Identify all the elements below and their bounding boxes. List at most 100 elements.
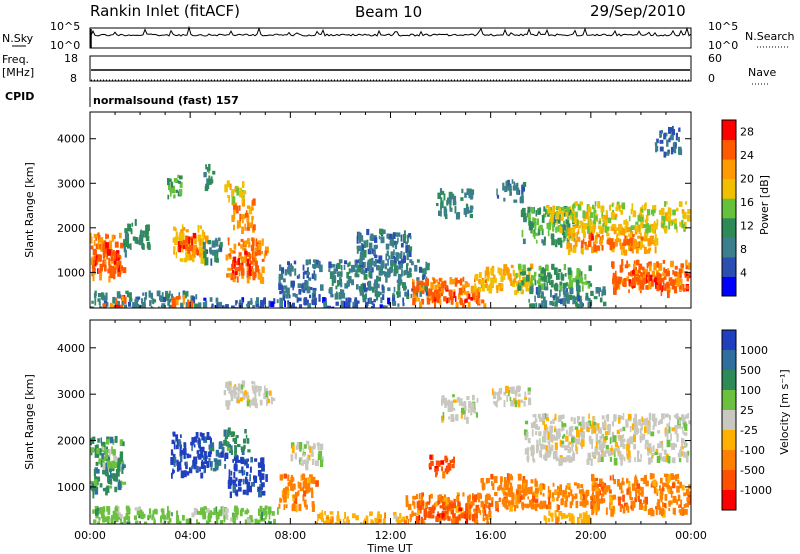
heatmap-cell: [307, 267, 309, 271]
heatmap-cell: [126, 292, 131, 298]
heatmap-cell: [582, 210, 586, 219]
heatmap-cell: [117, 506, 120, 514]
heatmap-cell: [396, 279, 399, 283]
heatmap-cell: [670, 473, 674, 480]
heatmap-cell: [543, 413, 547, 419]
heatmap-cell: [659, 419, 663, 424]
heatmap-cell: [547, 486, 550, 493]
heatmap-cell: [606, 215, 609, 220]
heatmap-cell: [401, 269, 403, 277]
heatmap-cell: [180, 434, 182, 438]
heatmap-cell: [192, 254, 195, 263]
heatmap-cell: [230, 470, 233, 476]
heatmap-cell: [202, 455, 205, 460]
heatmap-cell: [235, 267, 238, 272]
heatmap-cell: [298, 289, 302, 295]
heatmap-cell: [565, 211, 569, 217]
heatmap-cell: [198, 453, 202, 460]
heatmap-cell: [541, 416, 546, 422]
heatmap-cell: [434, 301, 437, 308]
heatmap-cell: [235, 459, 237, 466]
heatmap-cell: [445, 400, 449, 406]
heatmap-cell: [563, 220, 566, 226]
heatmap-cell: [283, 496, 287, 503]
heatmap-cell: [588, 240, 592, 248]
heatmap-cell: [283, 285, 288, 290]
heatmap-cell: [369, 242, 373, 251]
heatmap-cell: [473, 407, 476, 414]
heatmap-cell: [230, 517, 233, 522]
heatmap-cell: [517, 280, 520, 286]
heatmap-cell: [452, 502, 457, 509]
heatmap-cell: [685, 201, 688, 205]
heatmap-cell: [630, 505, 633, 510]
heatmap-cell: [229, 480, 233, 485]
heatmap-cell: [647, 276, 650, 283]
heatmap-cell: [270, 301, 275, 308]
heatmap-cell: [669, 415, 671, 421]
heatmap-cell: [637, 215, 641, 222]
heatmap-cell: [617, 232, 620, 237]
heatmap-cell: [397, 283, 401, 291]
heatmap-cell: [354, 303, 359, 308]
heatmap-cell: [388, 255, 391, 260]
heatmap-cell: [674, 223, 677, 230]
heatmap-cell: [245, 434, 248, 439]
heatmap-cell: [183, 257, 188, 263]
heatmap-cell: [537, 413, 541, 419]
heatmap-cell: [201, 460, 204, 464]
heatmap-cell: [335, 522, 339, 524]
heatmap-cell: [490, 277, 494, 284]
heatmap-cell: [222, 506, 225, 514]
heatmap-cell: [545, 504, 550, 510]
heatmap-cell: [410, 293, 413, 299]
heatmap-cell: [534, 295, 536, 302]
heatmap-cell: [567, 274, 571, 280]
heatmap-cell: [605, 444, 609, 449]
heatmap-cell: [445, 457, 449, 462]
heatmap-cell: [610, 508, 614, 517]
power-colorbar-tick: 4: [740, 267, 747, 280]
heatmap-cell: [93, 240, 96, 246]
heatmap-cell: [481, 501, 484, 507]
heatmap-cell: [442, 501, 446, 506]
heatmap-cell: [314, 297, 317, 305]
nsky-label: N.Sky: [2, 32, 34, 45]
heatmap-cell: [340, 300, 344, 308]
heatmap-cell: [191, 239, 196, 244]
heatmap-cell: [233, 256, 237, 263]
heatmap-cell: [582, 490, 585, 494]
heatmap-cell: [531, 447, 535, 455]
heatmap-cell: [104, 253, 108, 257]
heatmap-cell: [624, 229, 627, 234]
heatmap-cell: [519, 496, 522, 503]
heatmap-cell: [614, 442, 618, 448]
heatmap-cell: [348, 519, 350, 524]
heatmap-cell: [342, 518, 345, 523]
heatmap-cell: [598, 428, 600, 434]
heatmap-cell: [663, 456, 667, 463]
heatmap-cell: [629, 497, 634, 501]
heatmap-cell: [242, 392, 246, 400]
heatmap-cell: [654, 278, 658, 286]
heatmap-cell: [232, 513, 236, 520]
heatmap-cell: [602, 487, 604, 493]
heatmap-cell: [517, 399, 521, 408]
heatmap-cell: [543, 454, 545, 460]
heatmap-cell: [671, 482, 676, 489]
heatmap-cell: [171, 452, 174, 456]
heatmap-cell: [455, 517, 459, 521]
heatmap-cell: [397, 519, 402, 524]
heatmap-cell: [659, 139, 664, 144]
heatmap-cell: [100, 241, 104, 249]
heatmap-cell: [664, 427, 668, 434]
heatmap-cell: [571, 446, 574, 452]
heatmap-cell: [646, 439, 649, 446]
velocity-colorbar-tick: -1000: [740, 484, 772, 497]
heatmap-cell: [674, 414, 678, 418]
heatmap-cell: [385, 243, 390, 250]
heatmap-cell: [205, 300, 208, 308]
freq-tick-bottom: 8: [70, 72, 77, 85]
y-tick-label: 1000: [57, 266, 85, 279]
heatmap-cell: [576, 236, 581, 242]
